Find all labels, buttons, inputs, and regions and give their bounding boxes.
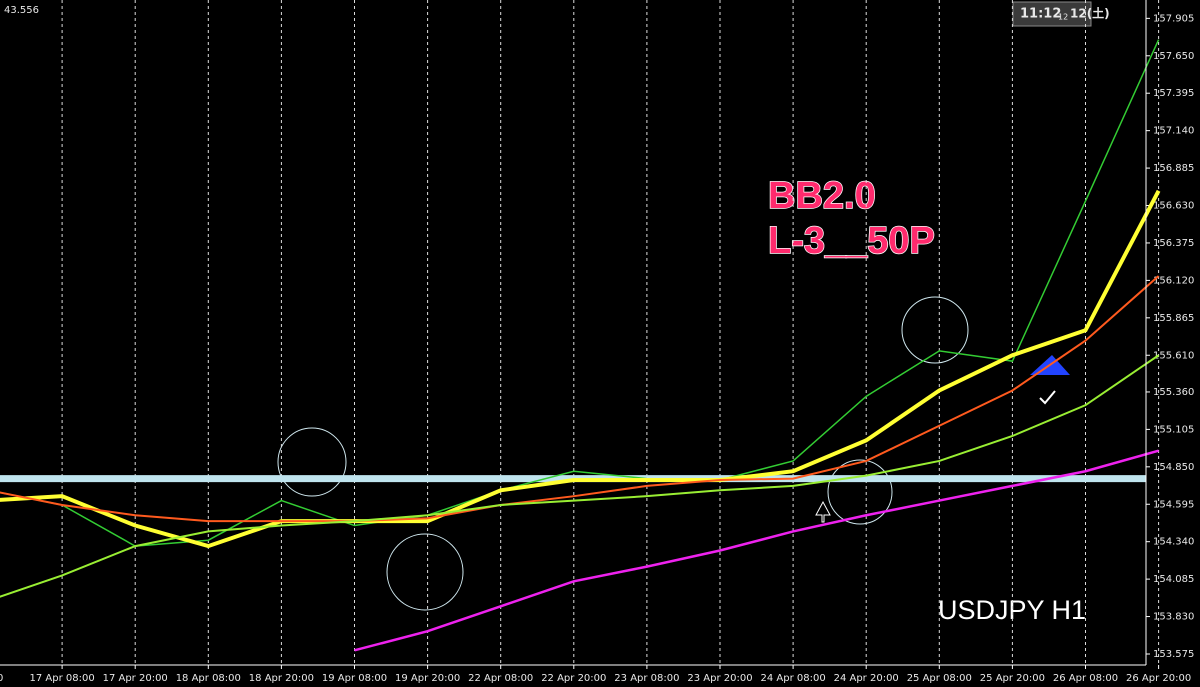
x-tick-label: 18 Apr 08:00 (176, 673, 241, 684)
x-tick-label: 25 Apr 08:00 (907, 673, 972, 684)
x-tick-label: 22 Apr 08:00 (468, 673, 533, 684)
y-tick-label: 156.120 (1153, 275, 1194, 286)
x-tick-label: 24 Apr 20:00 (834, 673, 899, 684)
y-tick-label: 155.105 (1153, 424, 1194, 435)
y-tick-label: 156.630 (1153, 201, 1194, 212)
y-tick-label: 154.595 (1153, 499, 1194, 510)
x-tick-label: 17 Apr 20:00 (103, 673, 168, 684)
clock-seconds: 12 (1058, 13, 1068, 22)
x-tick-label: 19 Apr 08:00 (322, 673, 387, 684)
annotation: BB2.0 (768, 175, 876, 217)
y-tick-label: 154.085 (1153, 574, 1194, 585)
annotation: L-3__50P (768, 220, 935, 262)
series-line (0, 189, 1161, 549)
y-tick-label: 155.610 (1153, 350, 1194, 361)
x-tick-label: 22 Apr 20:00 (541, 673, 606, 684)
y-tick-label: 153.830 (1153, 612, 1194, 623)
y-tick-label: 156.375 (1153, 238, 1194, 249)
x-tick-label: 18 Apr 20:00 (249, 673, 314, 684)
x-tick-label: 26 Apr 20:00 (1126, 673, 1191, 684)
series-line (354, 449, 1159, 652)
clock-box (1012, 1, 1092, 27)
x-tick-label: 25 Apr 20:00 (980, 673, 1045, 684)
corner-label: 43.556 (4, 5, 39, 16)
y-tick-label: 157.905 (1153, 13, 1194, 24)
series-line (0, 275, 1160, 523)
y-tick-label: 157.140 (1153, 126, 1194, 137)
y-tick-label: 157.650 (1153, 51, 1194, 62)
y-tick-label: 157.395 (1153, 88, 1194, 99)
series-line (0, 39, 1160, 547)
x-tick-label: 24 Apr 08:00 (760, 673, 825, 684)
arrow-icon (815, 500, 831, 523)
x-tick-label: 20:00 (0, 673, 3, 684)
y-tick-label: 156.885 (1153, 163, 1194, 174)
y-tick-label: 155.360 (1153, 387, 1194, 398)
y-tick-label: 154.340 (1153, 537, 1194, 548)
y-tick-label: 153.575 (1153, 649, 1194, 660)
clock-time: 11:12 (1020, 7, 1061, 22)
x-tick-label: 17 Apr 08:00 (29, 673, 94, 684)
decor-circles (277, 296, 969, 611)
y-tick-label: 155.865 (1153, 313, 1194, 324)
x-tick-label: 19 Apr 20:00 (395, 673, 460, 684)
check-icon (1039, 390, 1056, 405)
clock-day: 12(土) (1070, 6, 1110, 21)
x-tick-label: 26 Apr 08:00 (1053, 673, 1118, 684)
y-tick-label: 154.850 (1153, 462, 1194, 473)
x-tick-label: 23 Apr 20:00 (687, 673, 752, 684)
x-tick-label: 23 Apr 08:00 (614, 673, 679, 684)
series-line (0, 354, 1160, 598)
